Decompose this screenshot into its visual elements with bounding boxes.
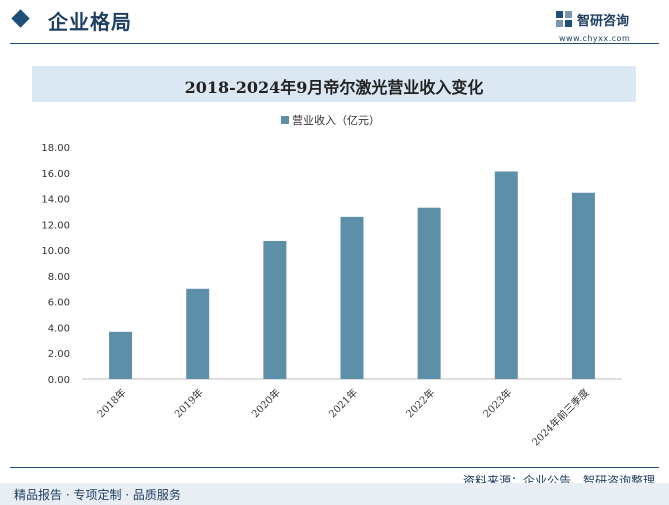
y-tick-label: 6.00 [48,298,70,309]
chart-title: 2018-2024年9月帝尔激光营业收入变化 [184,78,484,97]
y-tick-label: 16.00 [41,169,70,180]
y-tick-label: 8.00 [48,272,70,283]
y-tick-label: 18.00 [41,143,70,154]
logo-icon [556,11,572,27]
y-tick-label: 10.00 [41,246,70,257]
revenue-bar-chart: 营业收入（亿元） 0.00 2.00 4.00 6.00 8.00 10.00 12.00 14… [41,113,622,449]
logo: 智研咨询 www.chyxx.com [555,8,655,46]
y-tick-label: 12.00 [41,220,70,231]
bar [340,216,364,379]
header-divider [10,43,659,44]
chart-title-band: 2018-2024年9月帝尔激光营业收入变化 [32,66,636,102]
bar [109,331,133,379]
bar [263,240,287,379]
x-tick-label: 2019年 [172,386,206,420]
bar [186,288,210,379]
footer-bar: 精品报告 · 专项定制 · 品质服务 [0,483,669,505]
y-tick-label: 4.00 [48,323,70,334]
y-tick-label: 2.00 [48,349,70,360]
y-tick-label: 14.00 [41,195,70,206]
diamond-icon [11,9,30,28]
bar [494,171,518,379]
x-tick-label: 2023年 [480,386,514,420]
y-tick-label: 0.00 [48,375,70,386]
x-tick-label: 2024年前三季度 [529,386,592,449]
logo-url: www.chyxx.com [559,34,631,43]
footer-tagline: 精品报告 · 专项定制 · 品质服务 [14,488,181,502]
footer-divider [10,467,659,468]
bar [417,207,441,379]
section-title: 企业格局 [48,10,132,34]
logo-name: 智研咨询 [577,14,630,29]
legend-swatch [281,116,289,124]
x-tick-label: 2021年 [326,386,360,420]
legend-label: 营业收入（亿元） [292,113,380,127]
header: 企业格局 智研咨询 www.chyxx.com [0,0,669,46]
x-tick-label: 2022年 [403,386,437,420]
x-tick-label: 2020年 [249,386,283,420]
bar [571,192,595,379]
x-tick-label: 2018年 [94,386,128,420]
